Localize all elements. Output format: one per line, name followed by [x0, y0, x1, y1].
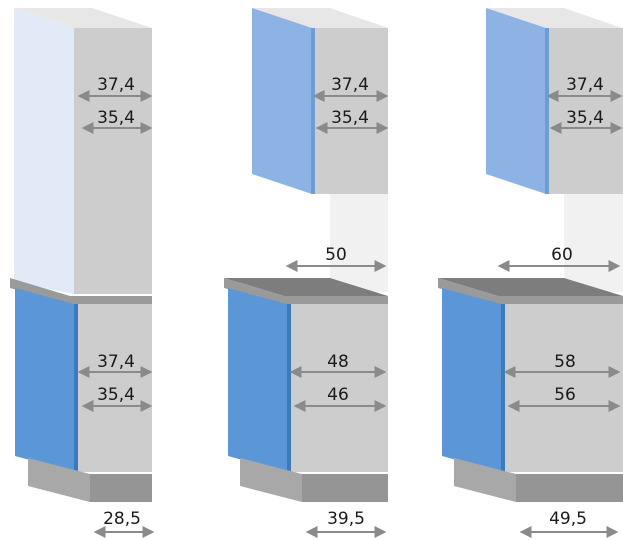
plinth-side [516, 474, 623, 502]
wall-cabinet-side [312, 28, 388, 194]
plinth-front [240, 458, 302, 502]
countertop-edge [224, 278, 388, 304]
dimension-label: 58 [554, 352, 576, 372]
tall-cabinet-door-upper [14, 8, 74, 294]
tall-cabinet-plinth-front [28, 458, 90, 502]
tall-cabinet-door-edge [74, 304, 78, 472]
countertop-top [224, 278, 388, 296]
dimension-label: 56 [554, 385, 576, 405]
base-cabinet-door-edge [501, 304, 505, 472]
dimension-label: 35,4 [566, 108, 604, 128]
tall-cabinet-side-lower [77, 304, 152, 472]
wall-cabinet-door-edge [545, 28, 549, 194]
dimension-label: 37,4 [97, 352, 135, 372]
tall-cabinet: 37,4 35,4 37,4 35,4 28,5 [10, 8, 155, 538]
wall-cabinet-door [486, 8, 546, 194]
wall-cabinet-top [252, 8, 388, 28]
tall-cabinet-top [14, 8, 152, 28]
tall-cabinet-door-lower [15, 288, 74, 472]
depth-label: 39,5 [327, 509, 365, 529]
base-cabinet-door [228, 288, 287, 472]
dimension-label: 46 [327, 385, 349, 405]
countertop-edge [438, 278, 623, 304]
dimension-label: 37,4 [331, 75, 369, 95]
counter-width-label: 50 [325, 245, 347, 265]
backsplash [564, 194, 623, 292]
wall-cabinet-door-edge [311, 28, 315, 194]
wall-cabinet-side [546, 28, 623, 194]
base-cabinet-side [290, 304, 388, 472]
dimension-label: 37,4 [97, 75, 135, 95]
depth-label: 28,5 [103, 509, 141, 529]
base-cabinet-side [504, 304, 623, 472]
wall-cabinet-door [252, 8, 312, 194]
plinth-front [454, 458, 516, 502]
dimension-label: 35,4 [331, 108, 369, 128]
dimension-label: 48 [327, 352, 349, 372]
depth-label: 49,5 [549, 509, 587, 529]
cabinet-60: 37,4 35,4 60 58 56 49,5 [438, 8, 623, 538]
dimension-label: 35,4 [97, 385, 135, 405]
base-cabinet-door [442, 288, 501, 472]
counter-width-label: 60 [551, 245, 573, 265]
base-cabinet-door-edge [287, 304, 291, 472]
backsplash [330, 194, 388, 292]
dimension-label: 37,4 [566, 75, 604, 95]
wall-cabinet-top [486, 8, 622, 28]
tall-cabinet-plinth-side [90, 474, 152, 502]
countertop-top [438, 278, 623, 296]
cabinet-50: 37,4 35,4 50 48 46 39,5 [224, 8, 389, 538]
plinth-side [302, 474, 388, 502]
dimension-label: 35,4 [97, 108, 135, 128]
tall-cabinet-side-upper [74, 28, 152, 294]
tall-cabinet-shelf [10, 278, 152, 304]
